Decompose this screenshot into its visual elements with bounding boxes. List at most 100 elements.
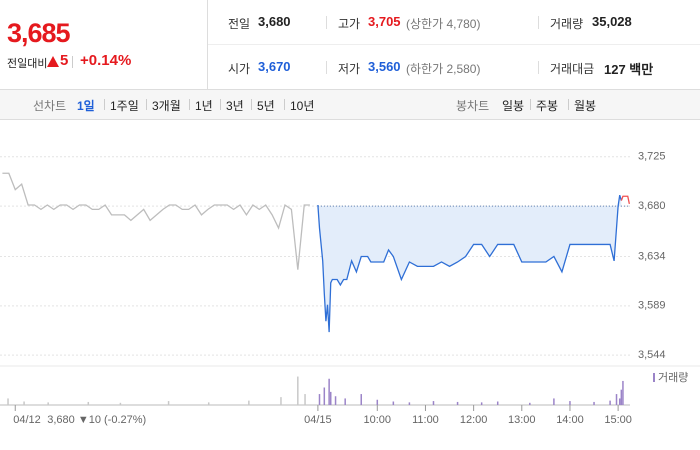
price-line	[2, 172, 310, 270]
volume-legend: 거래량	[658, 371, 688, 384]
period-tabs: 선차트 1일 1주일 3개월 1년 3년 5년 10년 봉차트 일봉 주봉 월봉	[0, 89, 700, 120]
x-tick-label: 10:00	[364, 414, 392, 426]
up-triangle	[47, 56, 59, 67]
tab-separator	[530, 99, 531, 110]
volume-bar	[496, 401, 499, 405]
column-separator	[538, 16, 539, 29]
summary-value: 3,705	[368, 14, 401, 29]
volume-bar	[47, 402, 49, 405]
volume-bar	[167, 401, 170, 405]
summary-value: 3,680	[258, 14, 291, 29]
tab-group-label: 선차트	[33, 99, 67, 113]
volume-bar	[553, 398, 555, 405]
tab-separator	[251, 99, 252, 110]
volume-bar	[329, 391, 332, 405]
y-tick-label: 3,544	[638, 349, 666, 361]
candle-tab[interactable]: 주봉	[536, 99, 559, 113]
tab-group-label: 봉차트	[456, 99, 490, 113]
volume-bar	[622, 380, 624, 405]
summary-label: 거래대금	[550, 62, 595, 76]
prev-close-note: 3,680 ▼10 (-0.27%)	[47, 414, 146, 426]
area	[317, 195, 622, 333]
volume-bar	[529, 402, 531, 405]
volume-bar	[248, 400, 250, 405]
volume-bar	[328, 378, 330, 405]
y-tick-label: 3,634	[638, 250, 666, 262]
volume-bar	[360, 394, 362, 405]
change-value: 5	[60, 52, 69, 69]
x-tick-label: 14:00	[556, 414, 584, 426]
y-tick-label: 3,589	[638, 300, 666, 312]
current-price: 3,685	[7, 18, 71, 48]
volume-bar	[392, 401, 395, 405]
volume-bar	[569, 401, 571, 405]
column-separator	[326, 16, 327, 29]
price-line	[620, 195, 630, 205]
volume-bar	[7, 398, 9, 405]
column-separator	[326, 61, 327, 74]
tab-separator	[104, 99, 105, 110]
change-percent: +0.14%	[80, 52, 132, 69]
tab-separator	[284, 99, 285, 110]
up-arrow	[47, 56, 59, 67]
volume-bar	[119, 402, 122, 405]
volume-bar	[304, 394, 306, 405]
tab-separator	[220, 99, 221, 110]
volume-bar	[334, 396, 337, 405]
volume-bar	[456, 401, 459, 405]
volume-bar	[376, 399, 379, 405]
x-tick-label: 04/12	[13, 414, 41, 426]
candle-tab[interactable]: 월봉	[574, 99, 597, 113]
volume-bar	[297, 376, 299, 405]
volume-bar	[615, 394, 618, 405]
volume-bar	[593, 401, 595, 405]
separator	[72, 56, 73, 68]
summary-note: (하한가 2,580)	[406, 62, 481, 76]
summary-label: 시가	[228, 62, 251, 76]
period-tab[interactable]: 10년	[290, 99, 315, 113]
period-tab[interactable]: 1일	[77, 99, 95, 113]
price-chart: 3,725 3,680 3,634 3,589 3,544 04/12 04/15 10:00…	[0, 151, 700, 426]
summary-value: 35,028	[592, 14, 632, 29]
x-tick-label: 12:00	[460, 414, 488, 426]
x-tick-label: 04/15	[304, 414, 332, 426]
volume-bar	[432, 401, 435, 405]
volume-bar	[207, 402, 210, 405]
price-line	[317, 194, 622, 333]
y-tick-label: 3,725	[638, 151, 666, 163]
candle-tab[interactable]: 일봉	[502, 99, 525, 113]
summary-value: 127 백만	[604, 62, 654, 77]
volume-bar	[318, 394, 321, 405]
summary-note: (상한가 4,780)	[406, 17, 481, 31]
summary-label: 저가	[338, 62, 361, 76]
period-tab[interactable]: 5년	[257, 99, 275, 113]
quote-box: 3,685 전일대비 5 +0.14%	[0, 0, 208, 89]
summary-table: 전일 3,680 고가 3,705 (상한가 4,780) 거래량 35,028 시가 3,67…	[208, 0, 700, 89]
tab-separator	[189, 99, 190, 110]
summary-value: 3,560	[368, 59, 401, 74]
period-tab[interactable]: 1년	[195, 99, 213, 113]
volume-bar	[280, 397, 282, 405]
y-tick-label: 3,680	[638, 200, 666, 212]
volume-bar	[323, 387, 326, 405]
tab-separator	[568, 99, 569, 110]
row-divider	[208, 44, 700, 45]
x-tick-label: 15:00	[604, 414, 632, 426]
summary-label: 거래량	[550, 17, 584, 31]
volume-bar	[87, 401, 90, 405]
period-tab[interactable]: 3년	[226, 99, 244, 113]
tab-separator	[146, 99, 147, 110]
volume-bar	[609, 400, 611, 405]
x-tick-label: 13:00	[508, 414, 536, 426]
volume-legend-key	[653, 373, 655, 382]
period-tab[interactable]: 3개월	[152, 99, 181, 113]
volume-bar	[408, 402, 411, 405]
volume-bar	[480, 402, 483, 405]
summary-value: 3,670	[258, 59, 291, 74]
period-tab[interactable]: 1주일	[110, 99, 139, 113]
volume-bar	[344, 398, 346, 405]
volume-bar	[620, 389, 623, 405]
change-label: 전일대비	[7, 58, 48, 70]
column-separator	[538, 61, 539, 74]
